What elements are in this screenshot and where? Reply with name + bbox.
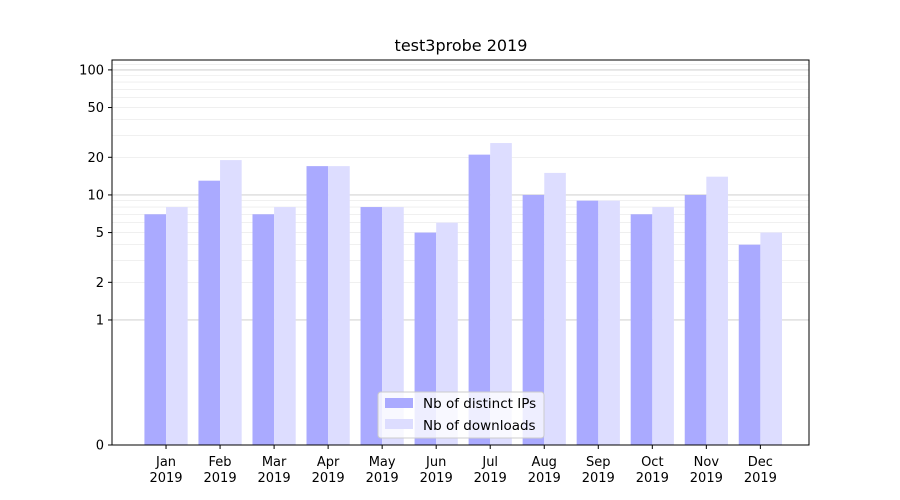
x-tick-label: Jan 2019 — [149, 455, 182, 486]
y-tick-label: 100 — [79, 63, 104, 78]
y-tick-label: 1 — [96, 313, 104, 328]
x-tick-month: Jul — [481, 455, 498, 470]
bar-downloads — [436, 222, 458, 445]
bar-downloads — [652, 207, 674, 445]
bar-distinct-ips — [738, 244, 761, 445]
bar-distinct-ips — [468, 154, 491, 446]
bar-distinct-ips — [684, 194, 707, 445]
x-tick-label: Oct 2019 — [636, 455, 669, 486]
x-tick-label: Jul 2019 — [474, 455, 507, 486]
bar-downloads — [706, 176, 728, 445]
legend: Nb of distinct IPs Nb of downloads — [377, 391, 545, 439]
bar-downloads — [598, 200, 620, 445]
x-tick-month: Aug — [532, 455, 557, 470]
legend-swatch-downloads — [385, 419, 413, 429]
bar-distinct-ips — [522, 194, 545, 445]
x-tick-month: Feb — [209, 455, 232, 470]
x-tick-year: 2019 — [420, 471, 453, 486]
x-tick-year: 2019 — [149, 471, 182, 486]
bar-distinct-ips — [144, 214, 167, 445]
x-tick-month: May — [369, 455, 396, 470]
x-tick-month: Jan — [155, 455, 176, 470]
x-tick-month: Oct — [641, 455, 663, 470]
bar-downloads — [544, 172, 566, 445]
x-tick-year: 2019 — [636, 471, 669, 486]
x-tick-label: Mar 2019 — [258, 455, 291, 486]
bar-distinct-ips — [198, 180, 221, 445]
x-tick-label: Sep 2019 — [582, 455, 615, 486]
x-tick-year: 2019 — [366, 471, 399, 486]
x-tick-label: Feb 2019 — [204, 455, 237, 486]
legend-box — [377, 391, 545, 439]
bar-downloads — [382, 207, 404, 445]
y-tick-label: 5 — [96, 226, 104, 241]
x-tick-month: Nov — [694, 455, 720, 470]
y-tick-label: 50 — [87, 101, 104, 116]
x-tick-year: 2019 — [312, 471, 345, 486]
y-axis: 0 1 2 5 10 20 50 100 — [79, 63, 112, 454]
legend-label-downloads: Nb of downloads — [423, 418, 536, 434]
bar-distinct-ips — [360, 207, 383, 445]
bar-downloads — [166, 207, 188, 445]
bar-distinct-ips — [630, 214, 653, 445]
bar-distinct-ips — [252, 214, 275, 445]
y-tick-label: 10 — [87, 188, 104, 203]
bar-downloads — [760, 232, 782, 445]
x-tick-label: May 2019 — [366, 455, 399, 486]
bar-distinct-ips — [576, 200, 599, 445]
x-tick-month: Dec — [748, 455, 773, 470]
x-tick-year: 2019 — [582, 471, 615, 486]
y-tick-label: 20 — [87, 151, 104, 166]
y-tick-label: 2 — [96, 276, 104, 291]
x-tick-label: Dec 2019 — [744, 455, 777, 486]
x-tick-year: 2019 — [258, 471, 291, 486]
bar-downloads — [490, 143, 512, 445]
x-tick-label: Aug 2019 — [528, 455, 561, 486]
x-tick-year: 2019 — [744, 471, 777, 486]
x-tick-year: 2019 — [204, 471, 237, 486]
legend-label-distinct-ips: Nb of distinct IPs — [423, 396, 536, 412]
x-tick-month: Mar — [262, 455, 287, 470]
x-tick-year: 2019 — [474, 471, 507, 486]
x-tick-label: Jun 2019 — [420, 455, 453, 486]
plot-frame — [111, 59, 810, 446]
x-tick-year: 2019 — [690, 471, 723, 486]
chart-title: test3probe 2019 — [395, 36, 528, 55]
y-tick-label: 0 — [96, 439, 104, 454]
x-tick-month: Jun — [425, 455, 446, 470]
x-tick-label: Apr 2019 — [312, 455, 345, 486]
bar-distinct-ips — [306, 166, 329, 445]
x-tick-month: Sep — [586, 455, 611, 470]
bar-downloads — [328, 166, 350, 445]
x-tick-label: Nov 2019 — [690, 455, 723, 486]
bars-layer — [144, 143, 782, 446]
legend-swatch-distinct-ips — [385, 398, 413, 408]
x-tick-year: 2019 — [528, 471, 561, 486]
x-tick-month: Apr — [317, 455, 340, 470]
bar-downloads — [274, 207, 296, 445]
bar-downloads — [220, 160, 242, 445]
